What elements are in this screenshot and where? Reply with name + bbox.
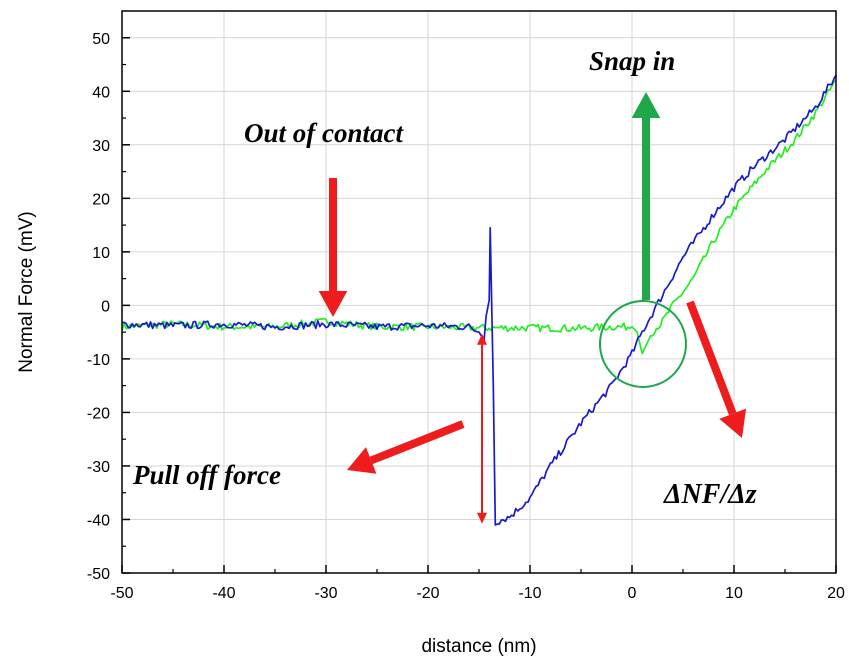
out-of-contact-label: Out of contact bbox=[244, 118, 404, 148]
retract-curve bbox=[121, 74, 837, 526]
pull-off-force-label: Pull off force bbox=[132, 460, 281, 490]
y-tick-label: 40 bbox=[92, 84, 110, 101]
x-tick-label: -30 bbox=[314, 585, 337, 602]
y-tick-label: 50 bbox=[92, 31, 110, 48]
x-tick-label: -40 bbox=[212, 585, 235, 602]
x-axis-title: distance (nm) bbox=[421, 636, 536, 657]
out-of-contact-arrow-head bbox=[318, 291, 348, 317]
series-layer bbox=[121, 74, 837, 526]
snap-in-label: Snap in bbox=[589, 46, 675, 76]
y-tick-label: -20 bbox=[87, 405, 110, 422]
x-tick-label: -50 bbox=[110, 585, 133, 602]
y-axis-title: Normal Force (mV) bbox=[16, 211, 37, 373]
annotation-layer bbox=[318, 92, 747, 524]
pull-off-arrow-shaft bbox=[369, 420, 465, 465]
x-tick-label: -20 bbox=[416, 585, 439, 602]
y-tick-label: 10 bbox=[92, 245, 110, 262]
y-tick-label: 20 bbox=[92, 191, 110, 208]
y-tick-label: -50 bbox=[87, 566, 110, 583]
pull-off-range-bottom-head bbox=[477, 512, 487, 524]
axis-ticks bbox=[121, 37, 837, 574]
x-tick-label: 0 bbox=[628, 585, 637, 602]
y-tick-label: -10 bbox=[87, 352, 110, 369]
approach-curve bbox=[121, 79, 837, 355]
snap-in-arrow-head bbox=[631, 92, 661, 118]
contact-point-circle bbox=[599, 300, 687, 388]
y-tick-label: 30 bbox=[92, 138, 110, 155]
x-tick-label: 20 bbox=[827, 585, 845, 602]
pull-off-arrow-head bbox=[347, 447, 377, 474]
slope-label: ΔNF/Δz bbox=[663, 479, 757, 510]
y-tick-label: -40 bbox=[87, 512, 110, 529]
pull-off-range-top-head bbox=[477, 333, 487, 345]
x-tick-label: -10 bbox=[518, 585, 541, 602]
x-tick-label: 10 bbox=[725, 585, 743, 602]
y-tick-label: -30 bbox=[87, 459, 110, 476]
grid-lines bbox=[121, 11, 837, 574]
y-tick-label: 0 bbox=[101, 298, 110, 315]
slope-arrow-head bbox=[719, 408, 747, 438]
slope-arrow-shaft bbox=[686, 300, 737, 416]
